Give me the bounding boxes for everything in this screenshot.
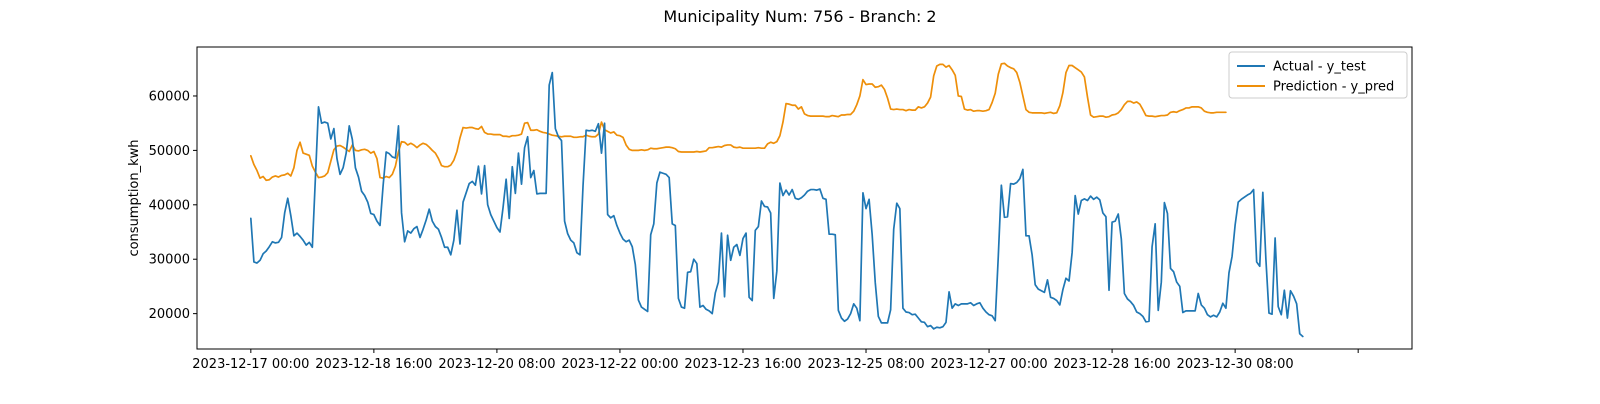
series-layer xyxy=(249,62,1304,338)
plot-frame xyxy=(196,46,1413,350)
y-tick-label: 40000 xyxy=(149,198,190,213)
y-tick-label: 20000 xyxy=(149,307,190,322)
y-axis: 20000 30000 40000 50000 60000 xyxy=(149,89,197,322)
legend-box xyxy=(1228,51,1408,99)
chart-title: Municipality Num: 756 - Branch: 2 xyxy=(663,7,936,26)
x-tick-label: 2023-12-25 08:00 xyxy=(807,357,924,372)
y-tick-label: 60000 xyxy=(149,89,190,104)
x-tick-label: 2023-12-20 08:00 xyxy=(438,357,555,372)
x-tick-label: 2023-12-28 16:00 xyxy=(1054,357,1171,372)
x-tick-label: 2023-12-23 16:00 xyxy=(684,357,801,372)
y-axis-label: consumption_kwh xyxy=(127,139,142,256)
x-tick-label: 2023-12-22 00:00 xyxy=(561,357,678,372)
x-tick-label: 2023-12-27 00:00 xyxy=(930,357,1047,372)
x-tick-label: 2023-12-30 08:00 xyxy=(1177,357,1294,372)
x-tick-label: 2023-12-18 16:00 xyxy=(315,357,432,372)
legend-label: Actual - y_test xyxy=(1273,60,1366,75)
legend-label: Prediction - y_pred xyxy=(1273,80,1394,95)
y-tick-label: 50000 xyxy=(149,144,190,159)
y-tick-label: 30000 xyxy=(149,253,190,268)
legend: Actual - y_test Prediction - y_pred xyxy=(1228,51,1408,99)
series-line-actual xyxy=(249,71,1304,338)
series-line-prediction xyxy=(249,62,1227,182)
x-axis: 2023-12-17 00:00 2023-12-18 16:00 2023-12-… xyxy=(192,349,1359,372)
plot-area xyxy=(197,47,1412,349)
x-tick-label: 2023-12-17 00:00 xyxy=(192,357,309,372)
